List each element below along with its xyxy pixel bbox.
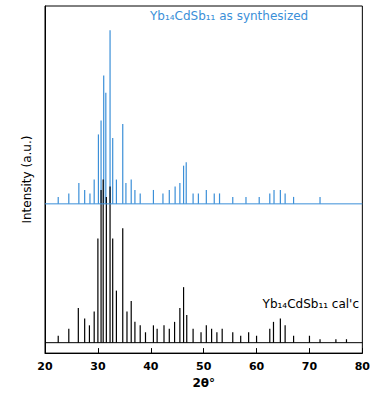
svg-text:80: 80	[355, 360, 371, 373]
svg-text:Yb₁₄CdSb₁₁ cal'c: Yb₁₄CdSb₁₁ cal'c	[262, 297, 359, 311]
svg-text:60: 60	[249, 360, 265, 373]
svg-text:50: 50	[196, 360, 212, 373]
svg-text:40: 40	[143, 360, 159, 373]
svg-text:70: 70	[302, 360, 318, 373]
svg-text:30: 30	[90, 360, 106, 373]
svg-text:Intensity (a.u.): Intensity (a.u.)	[20, 136, 34, 224]
svg-text:20: 20	[37, 360, 53, 373]
svg-text:Yb₁₄CdSb₁₁ as synthesized: Yb₁₄CdSb₁₁ as synthesized	[149, 9, 308, 23]
svg-text:2θ°: 2θ°	[192, 376, 215, 390]
